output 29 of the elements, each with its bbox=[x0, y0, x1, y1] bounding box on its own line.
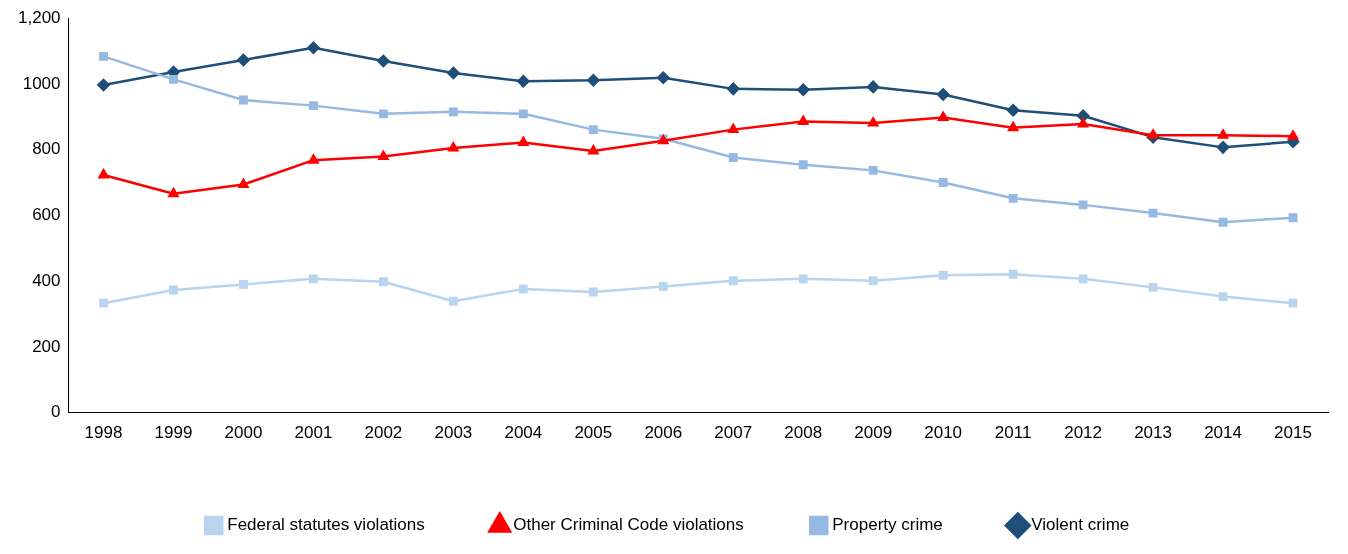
y-tick-label: 400 bbox=[32, 270, 61, 290]
y-tick-label: 600 bbox=[32, 205, 61, 225]
legend-label: Other Criminal Code violations bbox=[513, 515, 744, 535]
x-tick-label: 2012 bbox=[1064, 423, 1103, 443]
x-tick-label: 2003 bbox=[434, 423, 473, 443]
x-tick-label: 2001 bbox=[294, 423, 333, 443]
y-tick-label: 0 bbox=[51, 402, 61, 422]
x-tick-label: 2005 bbox=[574, 423, 613, 443]
x-tick-label: 2015 bbox=[1274, 423, 1312, 443]
x-tick-label: 2011 bbox=[994, 423, 1032, 443]
legend-label: Violent crime bbox=[1031, 515, 1130, 535]
y-tick-label: 1,200 bbox=[17, 7, 61, 27]
x-tick-label: 2008 bbox=[784, 423, 823, 443]
x-tick-label: 2000 bbox=[224, 423, 263, 443]
x-tick-label: 2009 bbox=[854, 423, 893, 443]
legend-label: Federal statutes violations bbox=[227, 515, 425, 535]
x-tick-label: 2004 bbox=[504, 423, 543, 443]
x-tick-label: 2014 bbox=[1204, 423, 1242, 443]
x-tick-label: 2013 bbox=[1134, 423, 1172, 443]
x-tick-label: 1998 bbox=[84, 423, 123, 443]
x-tick-label: 2006 bbox=[644, 423, 683, 443]
y-tick-label: 1000 bbox=[22, 73, 61, 93]
x-tick-label: 2007 bbox=[714, 423, 753, 443]
y-tick-label: 800 bbox=[32, 139, 61, 159]
x-tick-label: 2010 bbox=[924, 423, 963, 443]
legend-label: Property crime bbox=[832, 515, 943, 535]
x-tick-label: 2002 bbox=[364, 423, 403, 443]
y-tick-label: 200 bbox=[32, 336, 61, 356]
x-tick-label: 1999 bbox=[154, 423, 193, 443]
